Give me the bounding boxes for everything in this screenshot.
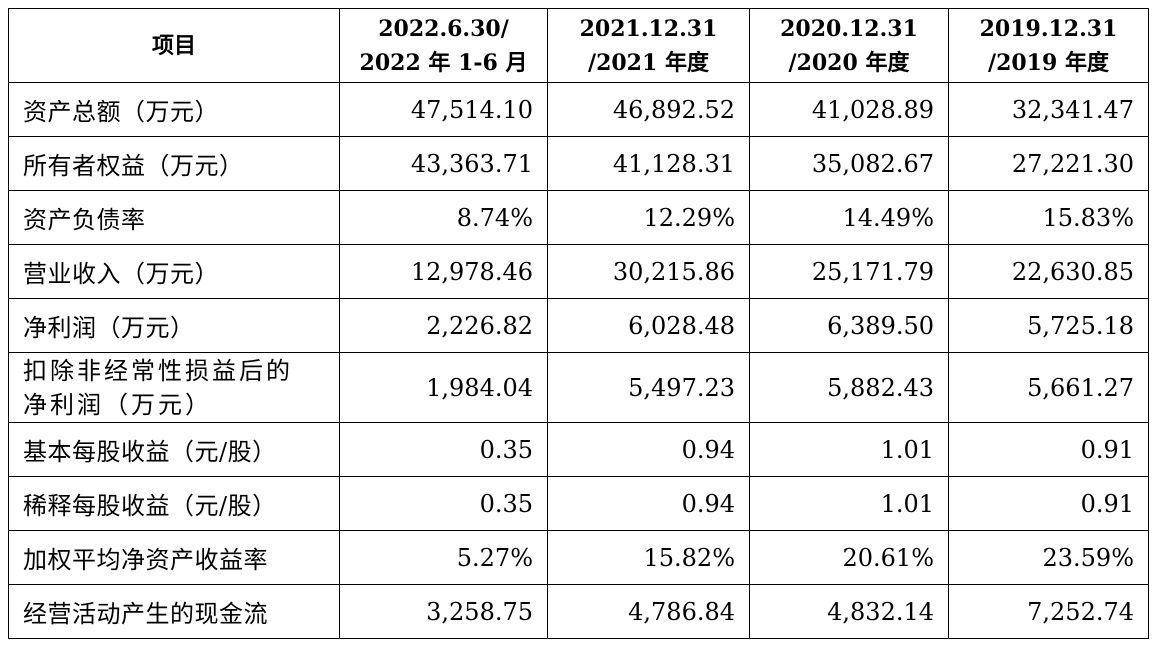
header-line: 2021.12.31 [579,15,718,42]
row-label: 净利润（万元） [8,298,340,353]
table-cell: 7,252.74 [948,584,1149,639]
table-cell: 8.74% [339,190,548,245]
table-row: 净利润（万元） 2,226.82 6,028.48 6,389.50 5,725… [8,298,1149,353]
table-cell: 1.01 [749,476,949,531]
header-row: 项目 2022.6.30/2022 年 1-6 月 2021.12.31/202… [8,8,1149,83]
table-cell: 46,892.52 [547,82,750,137]
table-cell: 20.61% [749,530,949,585]
table-cell: 23.59% [948,530,1149,585]
table-cell: 27,221.30 [948,136,1149,191]
row-label: 营业收入（万元） [8,244,340,299]
table-cell: 35,082.67 [749,136,949,191]
row-label: 经营活动产生的现金流 [8,584,340,639]
header-period: 2020.12.31/2020 年度 [749,8,949,83]
row-label: 基本每股收益（元/股） [8,422,340,477]
row-label: 资产负债率 [8,190,340,245]
row-label: 所有者权益（万元） [8,136,340,191]
table-cell: 5.27% [339,530,548,585]
table-row: 营业收入（万元） 12,978.46 30,215.86 25,171.79 2… [8,244,1149,299]
header-line: /2021 年度 [588,49,709,76]
row-label-line: 净利润（万元） [23,390,212,419]
table-row: 经营活动产生的现金流 3,258.75 4,786.84 4,832.14 7,… [8,584,1149,639]
table-cell: 1.01 [749,422,949,477]
table-row: 基本每股收益（元/股） 0.35 0.94 1.01 0.91 [8,422,1149,477]
header-line: 2022.6.30/ [378,15,509,42]
table-cell: 12.29% [547,190,750,245]
table-cell: 2,226.82 [339,298,548,353]
table-cell: 4,832.14 [749,584,949,639]
table-cell: 32,341.47 [948,82,1149,137]
table-cell: 6,028.48 [547,298,750,353]
table-cell: 5,661.27 [948,352,1149,423]
header-period: 2021.12.31/2021 年度 [547,8,750,83]
table-cell: 14.49% [749,190,949,245]
financial-table-container: 项目 2022.6.30/2022 年 1-6 月 2021.12.31/202… [8,8,1149,639]
table-row: 加权平均净资产收益率 5.27% 15.82% 20.61% 23.59% [8,530,1149,585]
table-cell: 4,786.84 [547,584,750,639]
table-row: 资产负债率 8.74% 12.29% 14.49% 15.83% [8,190,1149,245]
table-cell: 22,630.85 [948,244,1149,299]
header-period: 2019.12.31/2019 年度 [948,8,1149,83]
table-cell: 41,128.31 [547,136,750,191]
table-cell: 47,514.10 [339,82,548,137]
row-label: 稀释每股收益（元/股） [8,476,340,531]
table-cell: 0.35 [339,476,548,531]
row-label: 资产总额（万元） [8,82,340,137]
row-label: 加权平均净资产收益率 [8,530,340,585]
table-row: 扣除非经常性损益后的 净利润（万元） 1,984.04 5,497.23 5,88… [8,352,1149,423]
header-line: 项目 [151,32,196,59]
table-cell: 5,497.23 [547,352,750,423]
row-label-line: 扣除非经常性损益后的 [23,356,293,385]
header-line: 2019.12.31 [979,15,1118,42]
table-cell: 0.35 [339,422,548,477]
table-cell: 0.94 [547,422,750,477]
table-cell: 6,389.50 [749,298,949,353]
table-row: 所有者权益（万元） 43,363.71 41,128.31 35,082.67 … [8,136,1149,191]
table-cell: 41,028.89 [749,82,949,137]
table-cell: 5,882.43 [749,352,949,423]
table-row: 稀释每股收益（元/股） 0.35 0.94 1.01 0.91 [8,476,1149,531]
table-cell: 30,215.86 [547,244,750,299]
table-cell: 0.91 [948,422,1149,477]
header-line: 2020.12.31 [780,15,918,42]
row-label: 扣除非经常性损益后的 净利润（万元） [8,352,340,423]
header-line: /2019 年度 [988,49,1109,76]
header-line: 2022 年 1-6 月 [359,49,528,76]
table-cell: 25,171.79 [749,244,949,299]
table-cell: 15.82% [547,530,750,585]
header-period: 2022.6.30/2022 年 1-6 月 [339,8,548,83]
table-cell: 0.94 [547,476,750,531]
header-line: /2020 年度 [788,49,910,76]
table-cell: 5,725.18 [948,298,1149,353]
table-cell: 43,363.71 [339,136,548,191]
header-item: 项目 [8,8,340,83]
table-cell: 0.91 [948,476,1149,531]
table-cell: 3,258.75 [339,584,548,639]
table-cell: 1,984.04 [339,352,548,423]
table-cell: 12,978.46 [339,244,548,299]
table-cell: 15.83% [948,190,1149,245]
financial-data-table: 项目 2022.6.30/2022 年 1-6 月 2021.12.31/202… [8,8,1149,639]
table-row: 资产总额（万元） 47,514.10 46,892.52 41,028.89 3… [8,82,1149,137]
